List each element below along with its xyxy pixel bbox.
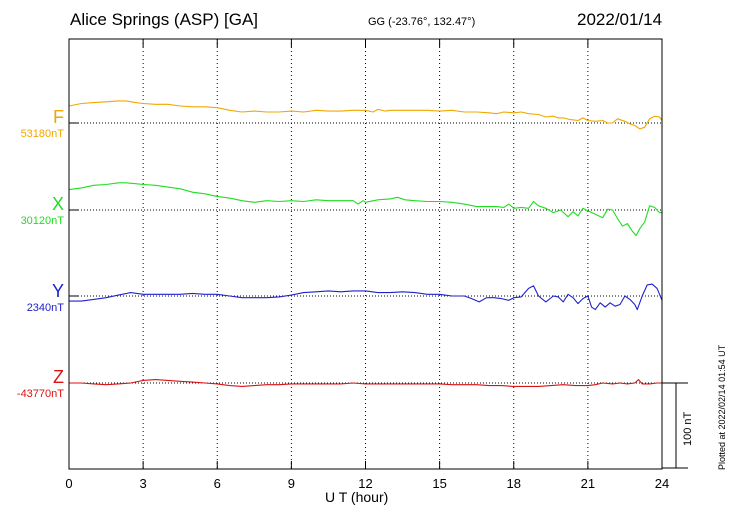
x-tick-label-15: 15 <box>432 476 446 491</box>
baseline-value-y: 2340nT <box>26 302 64 314</box>
x-tick-label-12: 12 <box>358 476 372 491</box>
series-lines <box>68 100 663 387</box>
series-name-f: F <box>53 107 64 127</box>
baseline-value-z: -43770nT <box>16 388 64 400</box>
component-label-z: Z -43770nT <box>17 367 64 401</box>
date-label: 2022/01/14 <box>577 10 663 29</box>
x-tick-label-6: 6 <box>214 476 221 491</box>
scale-bar-label: 100 nT <box>682 411 694 446</box>
scale-bar <box>662 382 688 469</box>
x-axis-label: U T (hour) <box>325 489 389 505</box>
x-tick-label-18: 18 <box>507 476 521 491</box>
component-label-x: X 30120nT <box>21 194 64 228</box>
series-name-y: Y <box>51 281 64 301</box>
plotted-timestamp: Plotted at 2022/02/14 01:54 UT <box>717 344 727 470</box>
coordinates-label: GG (-23.76°, 132.47°) <box>368 16 476 28</box>
x-ticks: 0 3 6 9 12 15 18 21 24 <box>65 39 669 491</box>
series-line-y <box>69 283 663 311</box>
grid-lines <box>142 39 589 469</box>
x-tick-label-21: 21 <box>581 476 595 491</box>
component-label-y: Y 2340nT <box>27 281 64 315</box>
x-tick-label-3: 3 <box>140 476 147 491</box>
baseline-value-f: 53180nT <box>20 128 64 140</box>
series-name-z: Z <box>53 367 64 387</box>
series-line-z <box>69 379 662 387</box>
series-line-x <box>68 182 662 237</box>
component-label-f: F 53180nT <box>21 107 64 141</box>
station-title: Alice Springs (ASP) [GA] <box>70 10 259 29</box>
x-tick-label-24: 24 <box>655 476 669 491</box>
series-line-f <box>68 100 663 130</box>
x-tick-label-9: 9 <box>288 476 295 491</box>
x-tick-label-0: 0 <box>65 476 72 491</box>
baseline-value-x: 30120nT <box>20 215 64 227</box>
series-name-x: X <box>51 194 64 214</box>
